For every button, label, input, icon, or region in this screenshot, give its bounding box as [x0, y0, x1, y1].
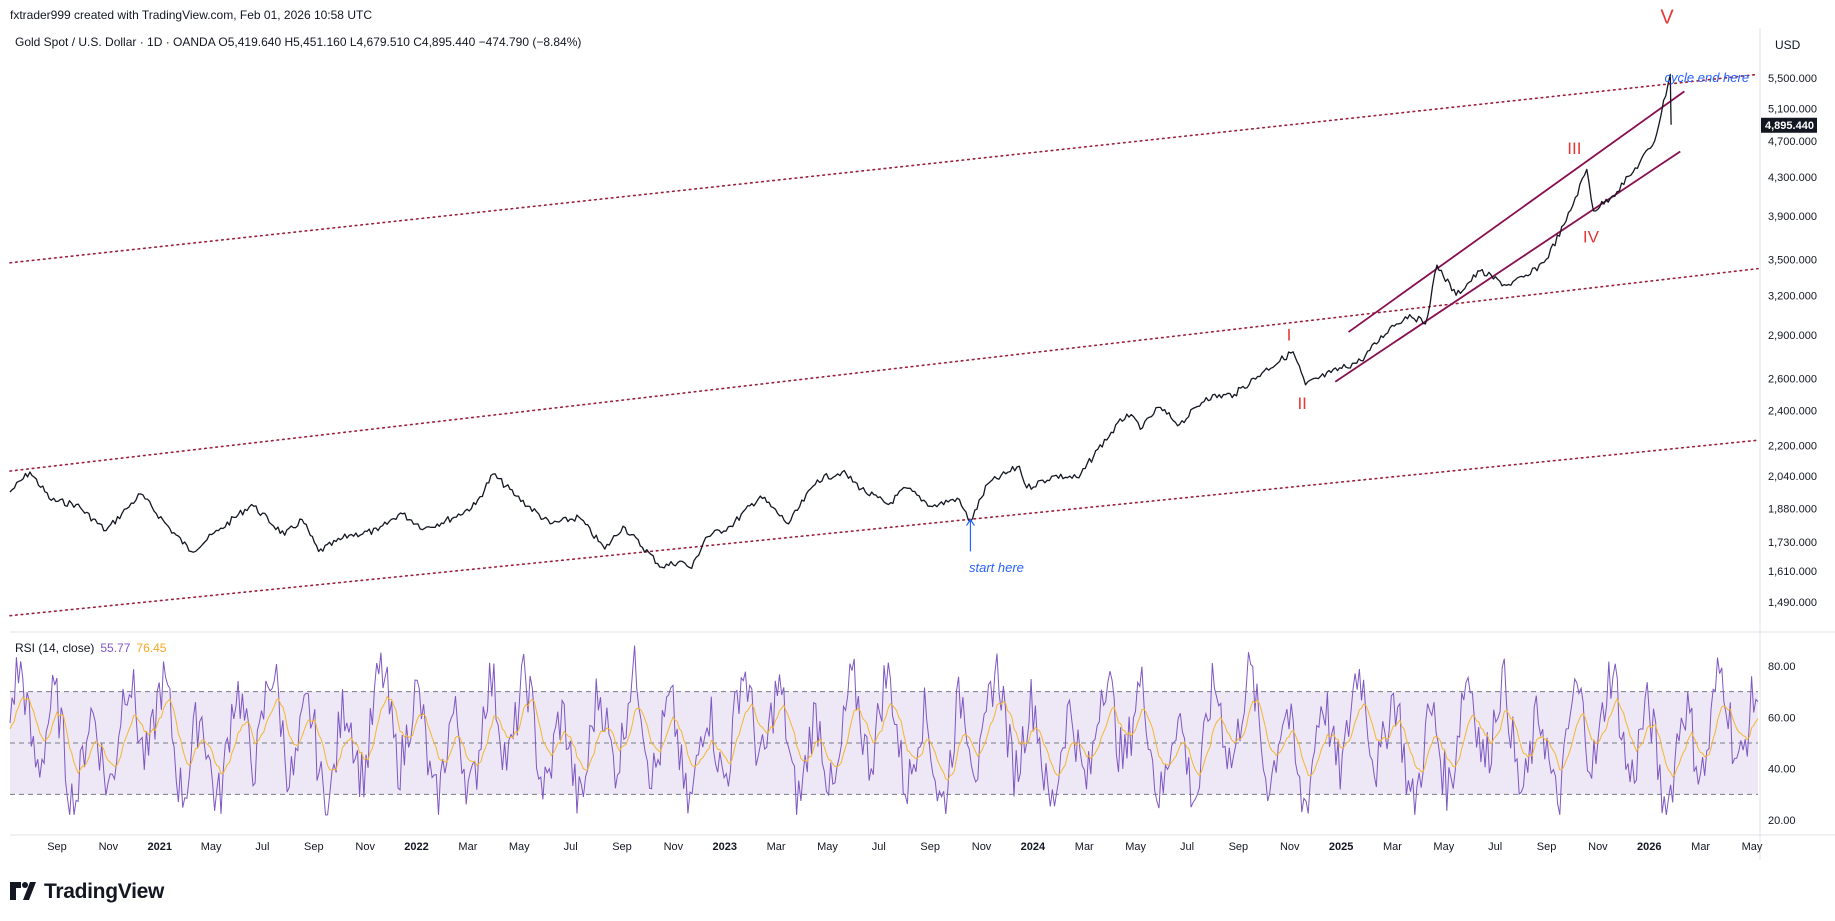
- time-tick-label: May: [201, 841, 222, 853]
- rsi-ma-value: 76.45: [136, 641, 167, 655]
- price-tick-label: 2,900.000: [1768, 330, 1817, 342]
- time-tick-label: May: [1433, 841, 1454, 853]
- time-tick-label: Nov: [99, 841, 119, 853]
- price-tick-label: 2,400.000: [1768, 406, 1817, 418]
- price-tick-label: 1,610.000: [1768, 566, 1817, 578]
- time-tick-label: Mar: [1691, 841, 1710, 853]
- price-tick-label: 1,880.000: [1768, 504, 1817, 516]
- time-tick-label: Jul: [255, 841, 269, 853]
- price-tick-label: 5,100.000: [1768, 103, 1817, 115]
- price-line: [9, 73, 1672, 570]
- currency-label[interactable]: USD: [1775, 38, 1801, 52]
- price-tick-label: 5,500.000: [1768, 73, 1817, 85]
- channel-dotted-line-1: [9, 73, 1759, 264]
- price-tick-label: 2,600.000: [1768, 374, 1817, 386]
- time-tick-label: Jul: [564, 841, 578, 853]
- time-tick-label: May: [509, 841, 530, 853]
- channel-dotted-line-2: [9, 267, 1759, 472]
- time-tick-label: 2024: [1021, 841, 1046, 853]
- price-tick-label: 1,490.000: [1768, 597, 1817, 609]
- price-tick-label: 3,200.000: [1768, 290, 1817, 302]
- time-tick-label: Nov: [1588, 841, 1608, 853]
- start-arrow-head: [965, 518, 975, 526]
- wave-label-i: I: [1287, 325, 1292, 344]
- time-tick-label: Nov: [664, 841, 684, 853]
- time-tick-label: Mar: [1383, 841, 1402, 853]
- symbol-line: Gold Spot / U.S. Dollar · 1D · OANDA O5,…: [15, 35, 582, 49]
- time-tick-label: 2021: [147, 841, 171, 853]
- time-tick-label: 2026: [1637, 841, 1661, 853]
- rsi-legend-label: RSI (14, close): [15, 641, 95, 655]
- price-tick-label: 2,040.000: [1768, 471, 1817, 483]
- annotation-cycle-end: cycle end here: [1665, 70, 1750, 85]
- time-tick-label: Sep: [304, 841, 324, 853]
- time-tick-label: Jul: [1488, 841, 1502, 853]
- rsi-tick-label: 60.00: [1768, 712, 1796, 724]
- time-tick-label: 2025: [1329, 841, 1353, 853]
- time-tick-label: Sep: [1229, 841, 1249, 853]
- price-tick-label: 1,730.000: [1768, 537, 1817, 549]
- channel-lower-line: [1334, 150, 1681, 383]
- time-tick-label: May: [1125, 841, 1146, 853]
- price-tick-label: 4,700.000: [1768, 136, 1817, 148]
- wave-label-ii: II: [1297, 394, 1306, 413]
- price-tick-label: 3,500.000: [1768, 254, 1817, 266]
- brand-name: TradingView: [44, 880, 165, 903]
- time-tick-label: Jul: [1180, 841, 1194, 853]
- wave-label-iv: IV: [1583, 228, 1600, 247]
- price-tick-label: 3,900.000: [1768, 211, 1817, 223]
- time-tick-label: Mar: [767, 841, 786, 853]
- rsi-ma-line: [9, 695, 1759, 781]
- wave-label-iii: III: [1567, 139, 1581, 158]
- rsi-line: [9, 645, 1759, 816]
- time-tick-label: Nov: [972, 841, 992, 853]
- price-tick-label: 4,300.000: [1768, 172, 1817, 184]
- time-tick-label: Mar: [1075, 841, 1094, 853]
- time-tick-label: Sep: [1537, 841, 1557, 853]
- time-tick-label: May: [1742, 841, 1763, 853]
- rsi-tick-label: 20.00: [1768, 815, 1796, 827]
- channel-upper-line: [1347, 90, 1685, 333]
- channel-dotted-line-3: [9, 439, 1759, 617]
- last-price-label: 4,895.440: [1765, 120, 1814, 132]
- time-tick-label: 2022: [404, 841, 428, 853]
- time-tick-label: Nov: [355, 841, 375, 853]
- time-tick-label: Nov: [1280, 841, 1300, 853]
- time-tick-label: May: [817, 841, 838, 853]
- time-tick-label: Sep: [47, 841, 67, 853]
- wave-label-v: V: [1660, 7, 1674, 29]
- rsi-legend: RSI (14, close) 55.77 76.45: [15, 641, 166, 655]
- tradingview-logo[interactable]: TradingView: [10, 880, 164, 904]
- time-tick-label: Sep: [612, 841, 632, 853]
- last-price-badge: [1761, 117, 1817, 133]
- price-tick-label: 2,200.000: [1768, 441, 1817, 453]
- rsi-value: 55.77: [100, 641, 131, 655]
- rsi-tick-label: 40.00: [1768, 764, 1796, 776]
- chart-credit: fxtrader999 created with TradingView.com…: [10, 8, 372, 22]
- annotation-start-here: start here: [969, 560, 1024, 575]
- tradingview-logo-icon: [10, 882, 36, 900]
- rsi-tick-label: 80.00: [1768, 661, 1796, 673]
- time-tick-label: Mar: [458, 841, 477, 853]
- time-tick-label: Sep: [920, 841, 940, 853]
- time-tick-label: 2023: [712, 841, 736, 853]
- time-tick-label: Jul: [872, 841, 886, 853]
